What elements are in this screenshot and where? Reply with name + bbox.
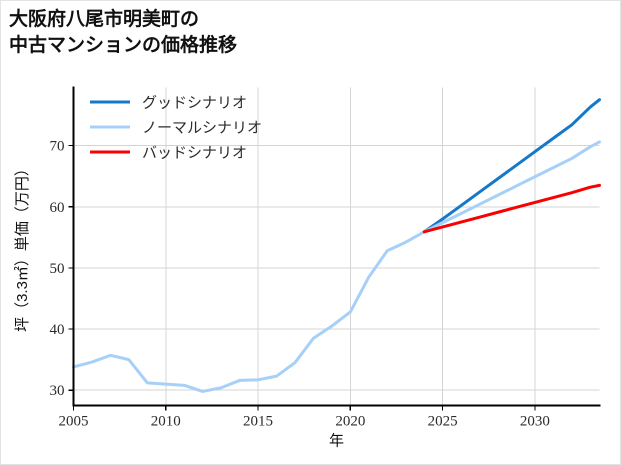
x-tick-label: 2020: [335, 414, 365, 430]
legend-label-2: ノーマルシナリオ: [142, 121, 262, 137]
x-tick-label: 2010: [151, 414, 181, 430]
y-tick-label: 40: [50, 322, 65, 338]
series-group: [72, 98, 601, 393]
x-tick-label: 2015: [243, 414, 273, 430]
y-tick-label: 30: [50, 383, 65, 399]
axes: [72, 86, 601, 407]
y-tick-label: 70: [50, 139, 65, 155]
y-axis-title: 坪（3.3㎡）単価（万円）: [14, 161, 31, 332]
x-axis-title: 年: [329, 433, 344, 450]
y-tick-label: 60: [50, 200, 65, 216]
series-line-3: [422, 183, 601, 234]
x-tick-label: 2005: [59, 414, 89, 430]
legend-label-3: バッドシナリオ: [142, 146, 247, 162]
x-tick-label: 2025: [428, 414, 458, 430]
x-tick-label: 2030: [520, 414, 550, 430]
series-line-1: [422, 98, 601, 234]
y-tick-label: 50: [50, 261, 65, 277]
page-title: 大阪府八尾市明美町の 中古マンションの価格推移: [9, 9, 238, 56]
legend-label-1: グッドシナリオ: [142, 95, 247, 112]
series-line-2: [72, 140, 601, 393]
gridlines: [73, 87, 600, 406]
tick-labels: 30 40 50 60 70 2005 2010 2015 2020 2025 2030: [50, 139, 550, 430]
